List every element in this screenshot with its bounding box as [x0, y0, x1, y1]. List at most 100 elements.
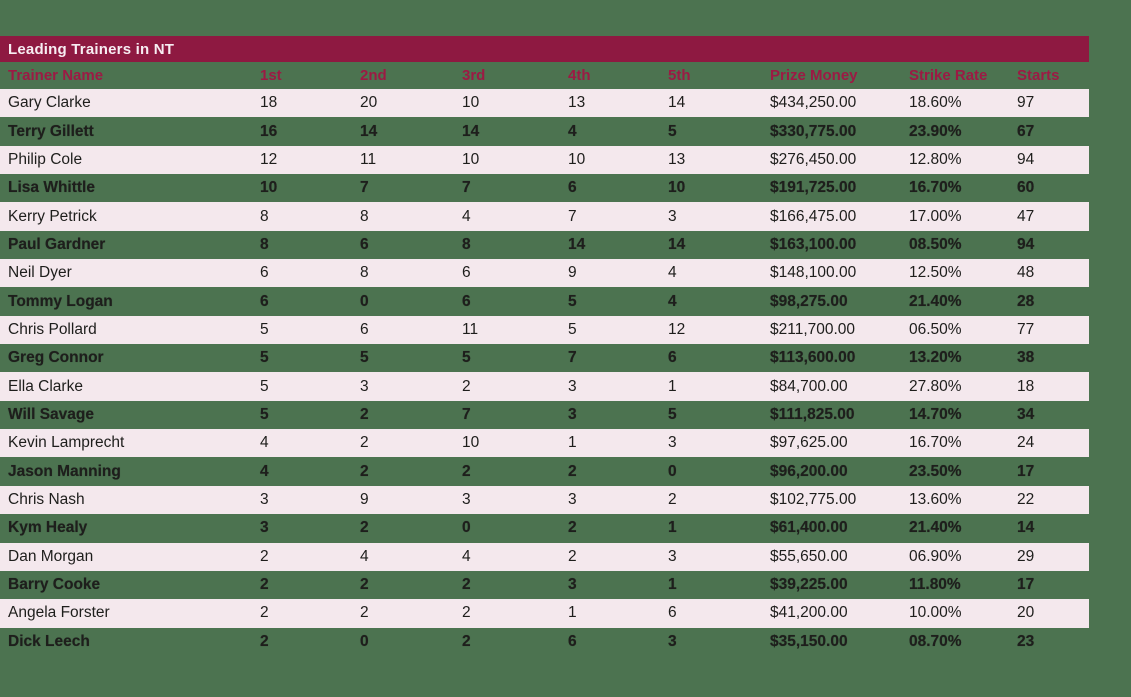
cell-starts: 22	[1017, 490, 1035, 508]
cell-4th: 14	[568, 235, 586, 253]
table-row: Angela Forster 2 2 2 1 6 $41,200.00 10.00% 20	[0, 599, 1089, 628]
table-row: Kevin Lamprecht 4 2 10 1 3 $97,625.00 16.70% 24	[0, 429, 1089, 458]
table-row: Neil Dyer 6 8 6 9 4 $148,100.00 12.50% 48	[0, 259, 1089, 288]
cell-2nd: 4	[360, 547, 369, 565]
cell-2nd: 5	[360, 349, 369, 367]
cell-trainer-name: Terry Gillett	[8, 122, 94, 140]
cell-3rd: 2	[462, 604, 471, 622]
cell-1st: 5	[260, 320, 269, 338]
cell-3rd: 4	[462, 547, 471, 565]
cell-prize-money: $111,825.00	[770, 405, 855, 423]
cell-strike-rate: 17.00%	[909, 207, 962, 225]
cell-5th: 3	[668, 547, 677, 565]
cell-2nd: 2	[360, 604, 369, 622]
table-row: Dick Leech 2 0 2 6 3 $35,150.00 08.70% 23	[0, 628, 1089, 656]
cell-1st: 16	[260, 122, 278, 140]
cell-3rd: 2	[462, 576, 471, 594]
cell-strike-rate: 11.80%	[909, 576, 961, 594]
cell-strike-rate: 23.90%	[909, 122, 962, 140]
cell-4th: 6	[568, 179, 577, 197]
cell-3rd: 0	[462, 519, 471, 537]
cell-3rd: 14	[462, 122, 480, 140]
table-row: Dan Morgan 2 4 4 2 3 $55,650.00 06.90% 29	[0, 542, 1089, 571]
cell-prize-money: $61,400.00	[770, 519, 848, 537]
cell-2nd: 9	[360, 490, 369, 508]
cell-starts: 38	[1017, 349, 1035, 367]
cell-trainer-name: Chris Pollard	[8, 320, 97, 338]
table-row: Will Savage 5 2 7 3 5 $111,825.00 14.70% 34	[0, 401, 1089, 429]
cell-3rd: 4	[462, 207, 471, 225]
table-row: Kym Healy 3 2 0 2 1 $61,400.00 21.40% 14	[0, 514, 1089, 542]
table-title-bar: Leading Trainers in NT	[0, 36, 1089, 62]
table-row: Barry Cooke 2 2 2 3 1 $39,225.00 11.80% 17	[0, 571, 1089, 599]
cell-trainer-name: Paul Gardner	[8, 235, 106, 253]
cell-4th: 2	[568, 547, 577, 565]
cell-2nd: 3	[360, 377, 369, 395]
cell-starts: 97	[1017, 94, 1035, 112]
cell-1st: 5	[260, 377, 269, 395]
cell-prize-money: $98,275.00	[770, 292, 848, 310]
cell-prize-money: $102,775.00	[770, 490, 857, 508]
cell-2nd: 6	[360, 235, 369, 253]
cell-3rd: 7	[462, 179, 471, 197]
table-row: Jason Manning 4 2 2 2 0 $96,200.00 23.50% 17	[0, 457, 1089, 485]
cell-prize-money: $434,250.00	[770, 94, 857, 112]
cell-5th: 13	[668, 150, 686, 168]
cell-starts: 47	[1017, 207, 1035, 225]
cell-4th: 13	[568, 94, 586, 112]
cell-1st: 2	[260, 632, 269, 650]
cell-2nd: 0	[360, 632, 369, 650]
cell-2nd: 8	[360, 207, 369, 225]
cell-starts: 20	[1017, 604, 1035, 622]
cell-trainer-name: Ella Clarke	[8, 377, 83, 395]
cell-starts: 14	[1017, 519, 1035, 537]
column-header-starts: Starts	[1017, 67, 1060, 84]
cell-3rd: 2	[462, 462, 471, 480]
cell-3rd: 10	[462, 150, 480, 168]
table-row: Tommy Logan 6 0 6 5 4 $98,275.00 21.40% 28	[0, 287, 1089, 315]
cell-3rd: 2	[462, 632, 471, 650]
cell-3rd: 11	[462, 320, 479, 338]
cell-starts: 34	[1017, 405, 1035, 423]
cell-prize-money: $113,600.00	[770, 349, 856, 367]
cell-5th: 3	[668, 207, 677, 225]
cell-2nd: 2	[360, 434, 369, 452]
cell-1st: 2	[260, 576, 269, 594]
cell-5th: 10	[668, 179, 686, 197]
cell-strike-rate: 08.50%	[909, 235, 962, 253]
cell-1st: 8	[260, 207, 269, 225]
table-row: Gary Clarke 18 20 10 13 14 $434,250.00 18.60% 97	[0, 89, 1089, 118]
column-header-3rd: 3rd	[462, 67, 486, 84]
cell-starts: 28	[1017, 292, 1035, 310]
cell-4th: 5	[568, 320, 577, 338]
cell-strike-rate: 23.50%	[909, 462, 962, 480]
cell-trainer-name: Neil Dyer	[8, 264, 72, 282]
cell-strike-rate: 12.50%	[909, 264, 962, 282]
cell-4th: 3	[568, 490, 577, 508]
cell-strike-rate: 21.40%	[909, 292, 962, 310]
cell-2nd: 8	[360, 264, 369, 282]
cell-5th: 14	[668, 235, 686, 253]
cell-trainer-name: Philip Cole	[8, 150, 83, 168]
cell-starts: 77	[1017, 320, 1035, 338]
cell-1st: 3	[260, 519, 269, 537]
cell-2nd: 11	[360, 150, 377, 168]
cell-starts: 94	[1017, 150, 1035, 168]
cell-starts: 60	[1017, 179, 1035, 197]
cell-trainer-name: Angela Forster	[8, 604, 110, 622]
cell-5th: 12	[668, 320, 686, 338]
cell-prize-money: $84,700.00	[770, 377, 848, 395]
table-body: Gary Clarke 18 20 10 13 14 $434,250.00 18.60% 97…	[0, 89, 1089, 656]
cell-5th: 5	[668, 405, 677, 423]
cell-2nd: 14	[360, 122, 378, 140]
cell-5th: 1	[668, 576, 677, 594]
cell-3rd: 6	[462, 292, 471, 310]
cell-5th: 4	[668, 292, 677, 310]
cell-strike-rate: 18.60%	[909, 94, 962, 112]
cell-prize-money: $166,475.00	[770, 207, 857, 225]
cell-trainer-name: Chris Nash	[8, 490, 85, 508]
cell-4th: 5	[568, 292, 577, 310]
cell-2nd: 2	[360, 462, 369, 480]
cell-4th: 7	[568, 207, 577, 225]
cell-3rd: 10	[462, 94, 480, 112]
